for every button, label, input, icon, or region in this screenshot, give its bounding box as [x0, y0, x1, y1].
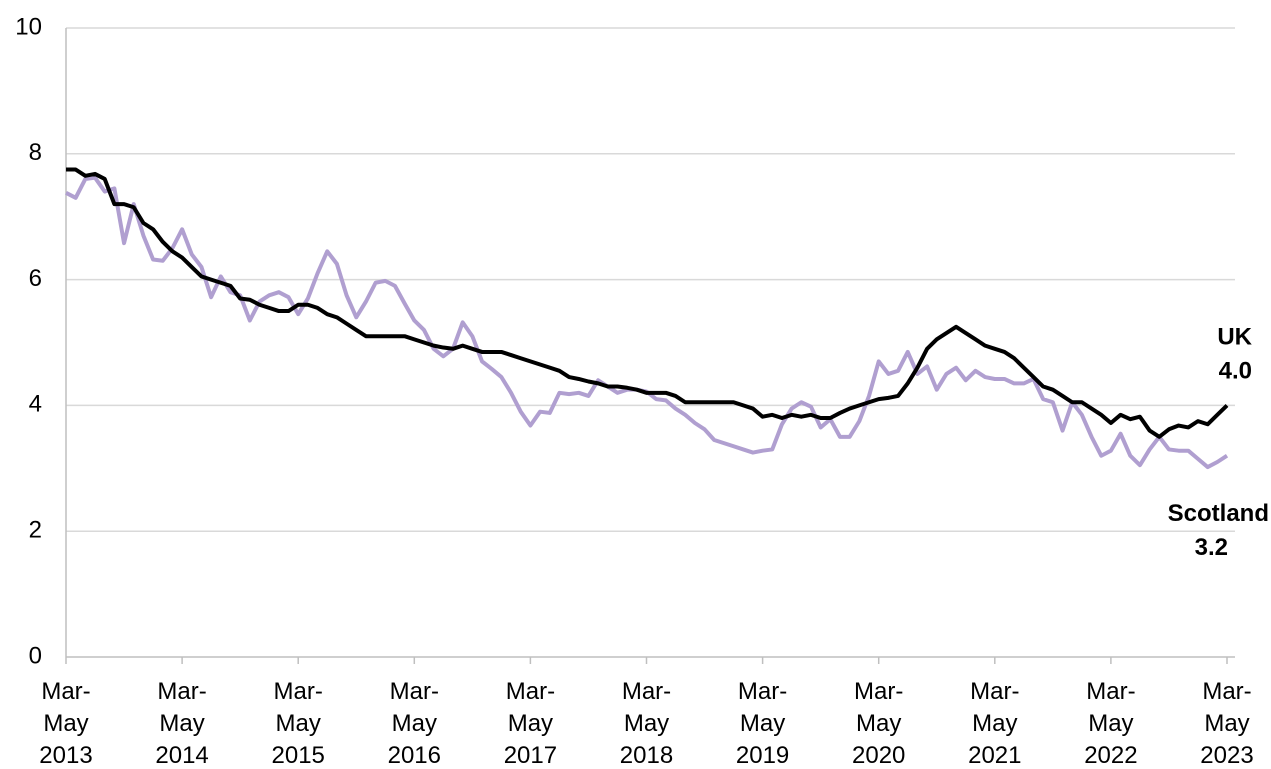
x-tick-label: Mar-May 2020 — [852, 678, 905, 769]
x-tick-label: Mar-May 2021 — [968, 678, 1021, 769]
y-tick-label: 8 — [29, 139, 42, 166]
x-tick-label: Mar-May 2022 — [1084, 678, 1137, 769]
x-tick-label: Mar-May 2017 — [504, 678, 557, 769]
series-label: UK — [1217, 324, 1252, 351]
series-line — [66, 167, 1229, 439]
y-tick-label: 6 — [29, 265, 42, 292]
y-tick-label: 10 — [15, 13, 42, 40]
y-tick-label: 4 — [29, 391, 42, 418]
series-label: Scotland — [1168, 500, 1269, 527]
x-tick-label: Mar-May 2018 — [620, 678, 673, 769]
x-tick-label: Mar-May 2023 — [1200, 678, 1253, 769]
series-line — [65, 175, 1229, 470]
y-tick-label: 2 — [29, 517, 42, 544]
y-tick-label: 0 — [29, 642, 42, 669]
x-tick-label: Mar-May 2014 — [155, 678, 208, 769]
x-tick-label: Mar-May 2019 — [736, 678, 789, 769]
end-value-label: 4.0 — [1219, 358, 1252, 385]
x-tick-label: Mar-May 2016 — [388, 678, 441, 769]
x-tick-label: Mar-May 2015 — [272, 678, 325, 769]
end-value-label: 3.2 — [1195, 534, 1228, 561]
x-tick-label: Mar-May 2013 — [39, 678, 92, 769]
